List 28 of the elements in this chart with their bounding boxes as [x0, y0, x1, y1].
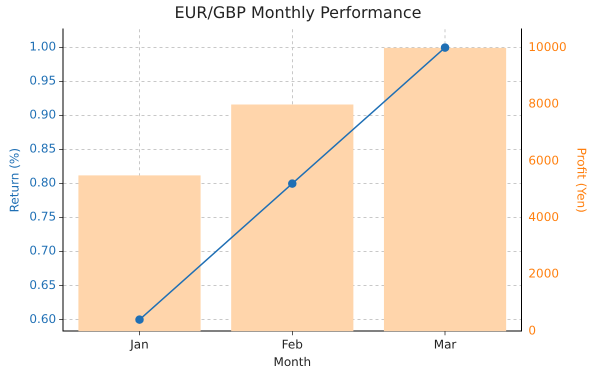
x-tick-label: Jan — [129, 338, 149, 352]
point — [135, 315, 144, 324]
y2-tick-label: 10000 — [528, 40, 567, 54]
y2-tick-label: 8000 — [528, 96, 559, 111]
x-axis-title: Month — [273, 354, 312, 369]
y2-tick-label: 2000 — [528, 266, 559, 281]
x-tick-label: Mar — [434, 338, 456, 352]
bar — [78, 175, 201, 332]
bar — [231, 104, 354, 332]
y2-tick-label: 6000 — [528, 153, 559, 168]
y2-tick-label: 4000 — [528, 210, 559, 224]
y-tick-label: 0.95 — [29, 74, 56, 88]
chart-title: EUR/GBP Monthly Performance — [174, 2, 422, 22]
y-tick-label: 0.90 — [29, 108, 56, 122]
y2-axis-title: Profit (Yen) — [574, 148, 589, 213]
bar — [384, 48, 506, 332]
y-tick-label: 0.70 — [29, 244, 56, 258]
x-tick-label: Feb — [282, 338, 303, 352]
y-tick-label: 0.65 — [29, 278, 56, 292]
y-tick-label: 0.75 — [29, 210, 56, 224]
y-tick-label: 0.60 — [29, 312, 56, 326]
point — [440, 43, 450, 52]
y-tick-label: 1.00 — [29, 40, 56, 54]
y-axis-title: Return (%) — [7, 148, 22, 212]
y2-tick-label: 0 — [528, 323, 536, 338]
y-tick-label: 0.85 — [29, 142, 56, 156]
point — [288, 179, 297, 188]
y-tick-label: 0.80 — [29, 176, 56, 190]
